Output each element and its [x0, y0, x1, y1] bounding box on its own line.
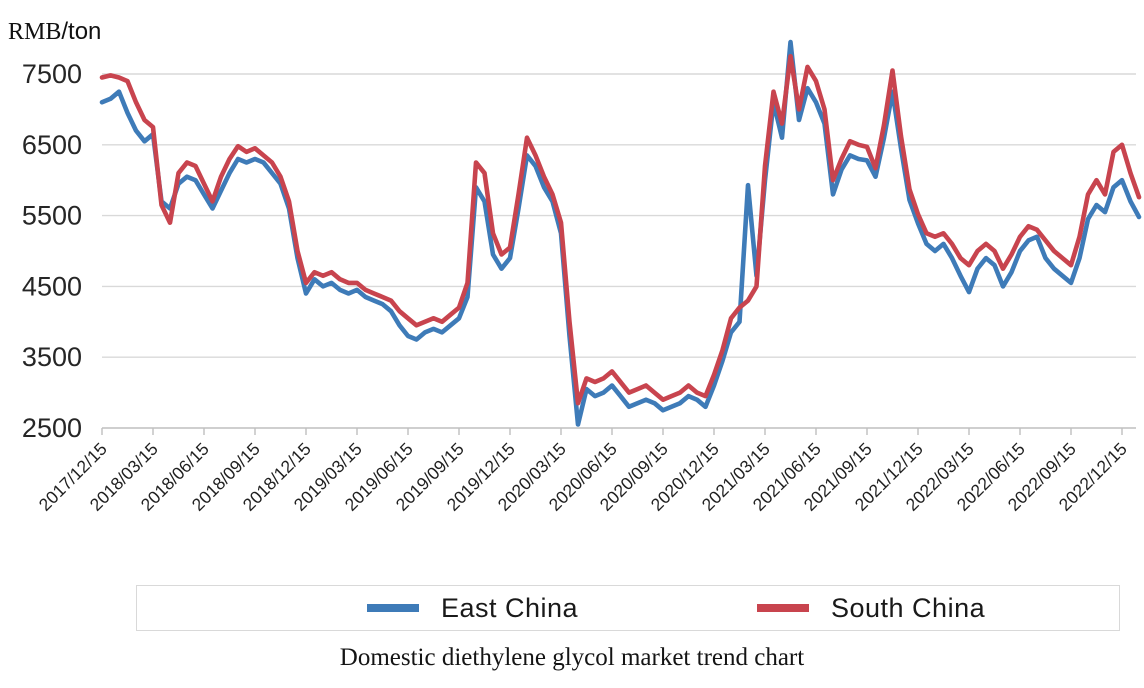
y-tick-label: 4500 — [22, 271, 82, 301]
y-axis-unit-prefix: RMB — [8, 19, 62, 45]
y-tick-label: 5500 — [22, 201, 82, 231]
y-tick-label: 2500 — [22, 413, 82, 443]
south-china-swatch — [757, 604, 809, 612]
legend-item-east-china: East China — [367, 586, 578, 630]
east-china-line — [99, 39, 1142, 427]
legend: East China South China — [136, 585, 1120, 631]
east-china-swatch — [367, 604, 419, 612]
price-line-chart: 7500650055004500350025002017/12/152018/0… — [22, 39, 1142, 515]
y-axis-unit-suffix: /ton — [61, 18, 102, 45]
y-axis-unit: RMB/ton — [8, 18, 101, 46]
y-tick-label: 6500 — [22, 130, 82, 160]
chart-title: Domestic diethylene glycol market trend … — [339, 644, 805, 671]
legend-item-south-china: South China — [757, 586, 985, 630]
south-china-line — [99, 53, 1142, 406]
legend-label-south-china: South China — [831, 592, 986, 623]
legend-label-east-china: East China — [441, 592, 579, 623]
y-tick-label: 7500 — [22, 59, 82, 89]
y-tick-label: 3500 — [22, 342, 82, 372]
